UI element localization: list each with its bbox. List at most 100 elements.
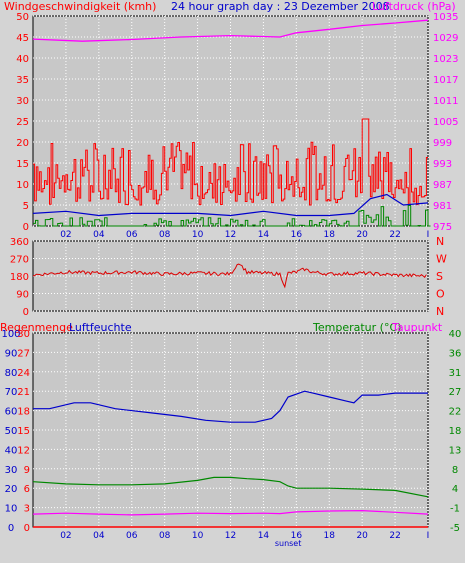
rain-y-tick: 18	[17, 407, 30, 418]
pressure-y-tick: 1017	[433, 75, 458, 86]
pressure-y-tick: 993	[433, 159, 452, 170]
temperature-y-tick: 40	[449, 329, 462, 340]
climate-panel-sunset-label: sunset	[275, 539, 302, 548]
climate-panel-x-tick: 04	[93, 531, 105, 541]
climate-panel-x-tick: 18	[324, 531, 336, 541]
temperature-y-tick: 36	[449, 348, 462, 359]
wind-min-line	[33, 205, 431, 227]
humidity-axis-title: Luftfeuchte	[69, 321, 132, 334]
temperature-y-tick: 8	[452, 465, 458, 476]
direction-y-tick: 360	[10, 237, 29, 248]
climate-panel-x-tick: 08	[159, 531, 171, 541]
humidity-y-tick: 20	[5, 484, 18, 495]
temperature-y-tick: 4	[452, 484, 458, 495]
temperature-y-tick: -1	[450, 504, 460, 515]
wind-gust-line	[33, 118, 428, 206]
wind-y-tick: 20	[16, 138, 29, 149]
rain-y-tick: 21	[17, 387, 30, 398]
rain-y-tick: 3	[24, 504, 30, 515]
wind-y-tick: 5	[23, 201, 29, 212]
pressure-y-tick: 1035	[433, 12, 458, 23]
wind-panel-x-tick: 20	[356, 230, 368, 240]
pressure-y-tick: 975	[433, 222, 452, 233]
pressure-y-tick: 987	[433, 180, 452, 191]
wind-panel-x-tick: 10	[192, 230, 204, 240]
direction-compass-label: W	[436, 253, 447, 266]
climate-panel-x-tick: 14	[258, 531, 270, 541]
wind-panel-x-tick: 06	[126, 230, 138, 240]
humidity-y-tick: 40	[5, 445, 18, 456]
pressure-y-tick: 1029	[433, 33, 458, 44]
wind-avg-line	[32, 193, 429, 217]
humidity-y-tick: 60	[5, 407, 18, 418]
temperature-y-tick: 18	[449, 426, 462, 437]
climate-panel-x-tick: 10	[192, 531, 204, 541]
direction-y-tick: 0	[23, 307, 29, 318]
pressure-y-tick: 1011	[433, 96, 458, 107]
direction-line	[32, 263, 427, 289]
temperature-line	[32, 476, 429, 498]
pressure-line	[32, 19, 429, 42]
direction-compass-label: N	[436, 305, 444, 318]
wind-y-tick: 45	[16, 33, 29, 44]
rain-y-tick: 6	[24, 484, 30, 495]
dewpoint-line	[32, 509, 429, 516]
chart-title: 24 hour graph day : 23 Dezember 2008	[171, 0, 390, 13]
wind-axis-title: Windgeschwindigkeit (kmh)	[4, 0, 157, 13]
wind-panel-x-tick: 18	[324, 230, 336, 240]
climate-panel-x-tick: 12	[225, 531, 236, 541]
direction-compass-label: O	[436, 288, 445, 301]
rain-axis-title: Regenmenge	[0, 321, 73, 334]
temperature-y-tick: 27	[449, 387, 462, 398]
climate-panel-x-tick: I	[427, 531, 430, 541]
climate-panel-x-tick: 16	[291, 531, 303, 541]
rain-y-tick: 30	[17, 329, 30, 340]
wind-y-tick: 40	[16, 54, 29, 65]
direction-compass-label: S	[436, 270, 443, 283]
wind-y-tick: 15	[16, 159, 29, 170]
rain-y-tick: 27	[17, 348, 30, 359]
wind-panel-x-tick: 14	[258, 230, 270, 240]
climate-panel-x-tick: 06	[126, 531, 138, 541]
rain-y-tick: 15	[17, 426, 30, 437]
temperature-y-tick: 22	[449, 407, 462, 418]
pressure-y-tick: 1023	[433, 54, 458, 65]
direction-y-tick: 270	[10, 255, 29, 266]
humidity-y-tick: 100	[1, 329, 20, 340]
humidity-y-tick: 70	[5, 387, 18, 398]
rain-y-tick: 0	[24, 523, 30, 534]
dewpoint-axis-title: Taupunkt	[392, 321, 443, 334]
humidity-y-tick: 30	[5, 465, 18, 476]
humidity-y-tick: 10	[5, 504, 18, 515]
rain-y-tick: 12	[17, 445, 30, 456]
wind-y-tick: 0	[23, 222, 29, 233]
wind-panel-x-tick: 02	[60, 230, 71, 240]
humidity-y-tick: 90	[5, 348, 18, 359]
pressure-y-tick: 981	[433, 201, 452, 212]
wind-y-tick: 10	[16, 180, 29, 191]
wind-y-tick: 30	[16, 96, 29, 107]
temperature-y-tick: 31	[449, 368, 462, 379]
climate-panel-x-tick: 20	[356, 531, 368, 541]
pressure-axis-title: Luftdruck (hPa)	[372, 0, 456, 13]
wind-panel-x-tick: I	[427, 230, 430, 240]
direction-panel-frame	[32, 240, 429, 312]
humidity-line	[33, 390, 428, 423]
wind-panel-x-tick: 16	[291, 230, 303, 240]
direction-y-tick: 180	[10, 272, 29, 283]
direction-y-tick: 90	[16, 290, 29, 301]
wind-panel-x-tick: 22	[389, 230, 400, 240]
pressure-y-tick: 999	[433, 138, 452, 149]
climate-panel-x-tick: 22	[389, 531, 400, 541]
humidity-y-tick: 0	[8, 523, 14, 534]
rain-y-tick: 9	[24, 465, 30, 476]
wind-y-tick: 35	[16, 75, 29, 86]
humidity-y-tick: 80	[5, 368, 18, 379]
temperature-axis-title: Temperatur (°C)	[313, 321, 402, 334]
temperature-y-tick: 13	[449, 445, 462, 456]
direction-compass-label: N	[436, 235, 444, 248]
wind-panel-x-tick: 04	[93, 230, 105, 240]
climate-panel-x-tick: 02	[60, 531, 71, 541]
